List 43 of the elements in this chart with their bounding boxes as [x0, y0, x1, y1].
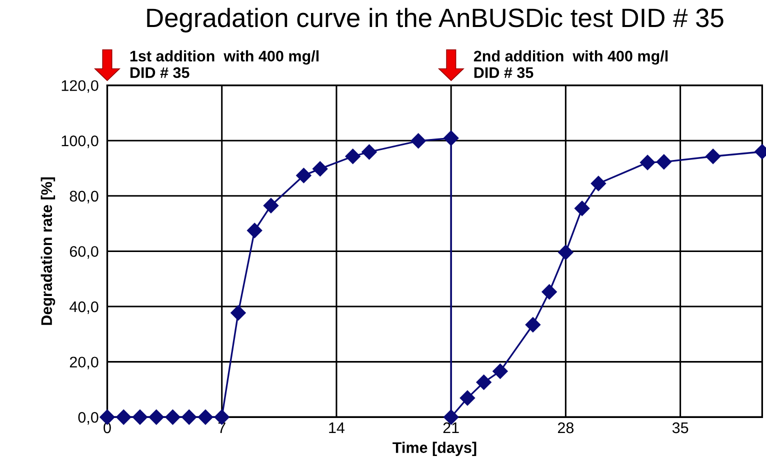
point: [476, 374, 492, 390]
point: [656, 154, 672, 170]
point: [574, 200, 590, 216]
y-tick-label: 0,0: [78, 412, 98, 425]
point: [640, 154, 656, 170]
point: [198, 410, 214, 425]
point: [705, 148, 721, 164]
point: [132, 410, 148, 425]
point: [460, 390, 476, 406]
point: [100, 410, 115, 425]
x-tick-label: 21: [443, 422, 459, 434]
point: [345, 148, 360, 164]
x-axis-title: Time [days]: [392, 442, 476, 456]
point: [525, 317, 541, 332]
point: [263, 198, 279, 214]
x-tick-label: 28: [558, 422, 574, 434]
text: 1st addition with 400 mg/l DID # 35: [130, 50, 319, 78]
y-axis-title: Degradation rate [%]: [40, 177, 56, 325]
y-tick-label: 100,0: [62, 135, 98, 148]
y-tick-label: 20,0: [70, 356, 98, 370]
point: [492, 364, 508, 379]
point: [148, 410, 164, 425]
point: [182, 410, 197, 425]
point: [230, 305, 246, 320]
point: [444, 130, 459, 146]
x-tick-label: 14: [329, 422, 345, 434]
point: [165, 410, 180, 425]
point: [590, 176, 606, 192]
point: [410, 133, 426, 148]
y-tick-label: 120,0: [62, 80, 98, 93]
y-tick-label: 40,0: [70, 301, 98, 314]
point: [542, 284, 557, 300]
point: [116, 410, 132, 425]
chart-title: Degradation curve in the AnBUSDic test DID # 35: [147, 8, 724, 32]
y-tick-label: 80,0: [70, 190, 98, 204]
x-tick-label: 35: [672, 422, 688, 434]
point: [558, 244, 574, 260]
point: [296, 168, 312, 184]
point: [312, 161, 328, 176]
y-tick-label: 60,0: [70, 246, 98, 259]
point: [247, 222, 262, 238]
point: [362, 144, 377, 160]
text: 2nd addition with 400 mg/l DID # 35: [474, 50, 668, 78]
